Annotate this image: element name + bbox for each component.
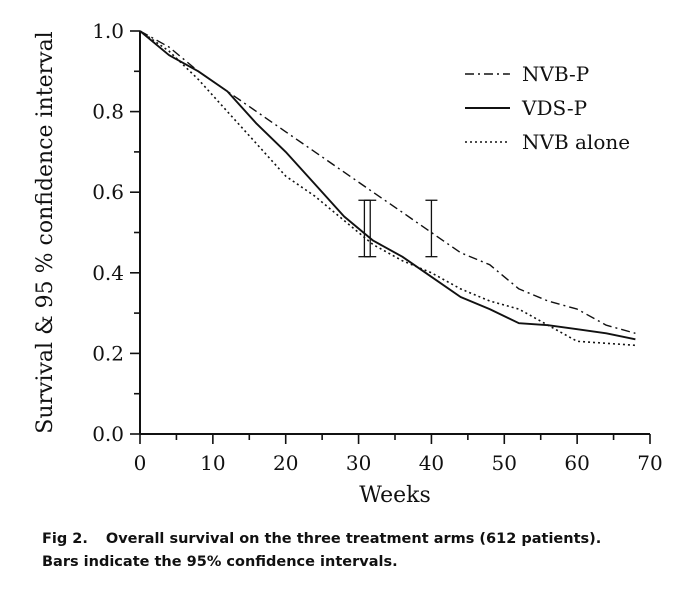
survival-chart: 0 10 20 30 40 50 60 700.00.20.40.60.81.0 Weeks … <box>33 19 663 508</box>
legend-label-0: NVB-P <box>522 62 589 86</box>
x-tick-label: 70 <box>637 451 662 475</box>
error-bar <box>358 199 371 258</box>
x-tick-label: 50 <box>492 451 517 475</box>
y-tick-label: 0.0 <box>92 422 124 446</box>
y-tick-label: 0.2 <box>92 341 124 365</box>
y-axis-title: Survival & 95 % confidence interval <box>33 31 58 433</box>
caption-figure-label: Fig 2. <box>42 531 88 547</box>
y-tick-label: 0.6 <box>92 180 124 204</box>
caption-line-1: Fig 2. Overall survival on the three trea… <box>42 528 672 551</box>
series-line-1 <box>139 30 636 341</box>
caption-text-1: Overall survival on the three treatment … <box>105 531 602 547</box>
x-tick-label: 60 <box>564 451 589 475</box>
x-tick-label: 0 <box>134 451 147 475</box>
error-bar <box>364 199 377 258</box>
legend-label-2: NVB alone <box>522 130 630 154</box>
x-tick-label: 10 <box>200 451 225 475</box>
x-tick-label: 20 <box>273 451 298 475</box>
figure-caption: Fig 2. Overall survival on the three trea… <box>42 528 672 574</box>
x-axis-title: Weeks <box>359 483 430 508</box>
y-tick-label: 0.4 <box>92 261 124 285</box>
series-line-2 <box>139 30 636 347</box>
legend: NVB-P VDS-P NVB alone <box>465 62 630 154</box>
caption-text-2: Bars indicate the 95% confidence interva… <box>42 554 398 570</box>
y-tick-label: 0.8 <box>92 100 124 124</box>
x-tick-label: 30 <box>346 451 371 475</box>
y-tick-label: 1.0 <box>92 19 124 43</box>
error-bar <box>425 199 438 258</box>
plot-area: 0 10 20 30 40 50 60 70 0.0 0.2 0.4 0.6 0.8 1.0 <box>92 19 663 475</box>
x-tick-label: 40 <box>419 451 444 475</box>
legend-label-1: VDS-P <box>521 96 587 120</box>
